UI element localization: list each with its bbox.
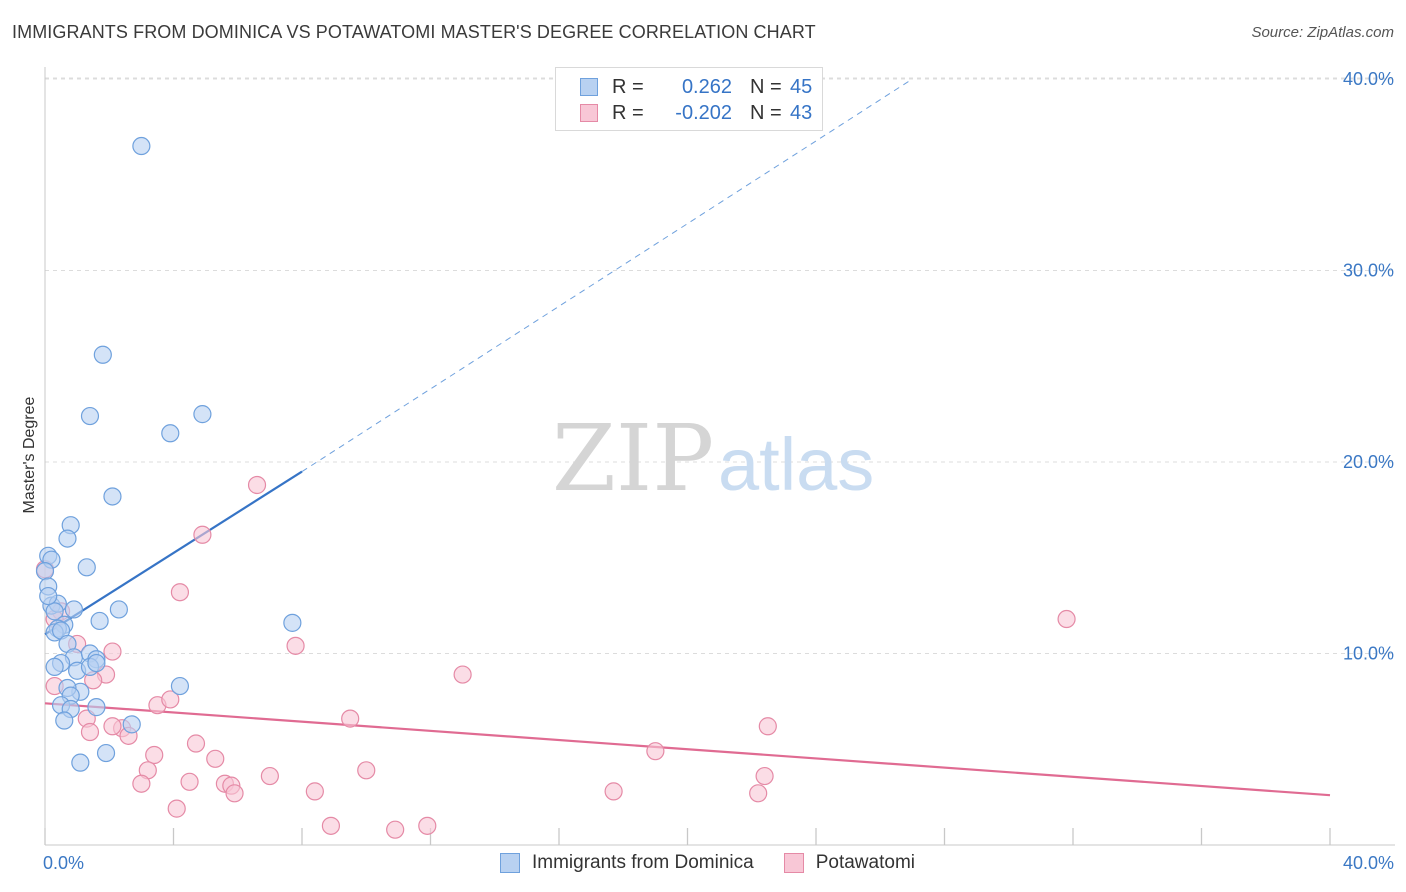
stats-legend: R = 0.262 N = 45 R = -0.202 N = 43 bbox=[555, 67, 823, 131]
y-tick-label: 20.0% bbox=[1343, 452, 1394, 472]
y-axis-label: Master's Degree bbox=[21, 396, 38, 513]
data-point-dominica bbox=[58, 529, 77, 548]
data-point-dominica bbox=[93, 345, 112, 364]
data-point-potawatomi bbox=[604, 782, 623, 801]
data-point-potawatomi bbox=[161, 690, 180, 709]
data-point-potawatomi bbox=[453, 665, 472, 684]
data-point-potawatomi bbox=[357, 761, 376, 780]
data-point-potawatomi bbox=[1057, 609, 1076, 629]
data-point-dominica bbox=[161, 424, 180, 443]
axes bbox=[44, 67, 1395, 846]
data-point-dominica bbox=[96, 743, 116, 763]
r-label: R = bbox=[612, 75, 644, 98]
data-point-potawatomi bbox=[180, 772, 199, 791]
n-value: 45 bbox=[790, 75, 813, 98]
legend-swatch-potawatomi bbox=[783, 853, 804, 873]
legend-label-potawatomi: Potawatomi bbox=[815, 852, 915, 873]
legend-swatch-potawatomi bbox=[580, 104, 598, 122]
data-point-potawatomi bbox=[321, 816, 341, 835]
chart-source: Source: ZipAtlas.com bbox=[1251, 24, 1394, 41]
legend-row-potawatomi: R = -0.202 N = 43 bbox=[580, 101, 812, 125]
data-point-potawatomi bbox=[167, 799, 186, 818]
data-point-potawatomi bbox=[186, 734, 206, 753]
r-value: -0.202 bbox=[675, 101, 732, 124]
data-point-dominica bbox=[55, 711, 74, 730]
trend-lines bbox=[44, 78, 1331, 797]
tick-labels: 10.0% 20.0% 30.0% 40.0% 0.0% 40.0% bbox=[43, 69, 1394, 873]
data-points bbox=[35, 136, 1076, 839]
r-label: R = bbox=[612, 101, 644, 124]
data-point-dominica bbox=[109, 600, 128, 619]
legend-item-potawatomi: Potawatomi bbox=[783, 852, 915, 874]
data-point-potawatomi bbox=[305, 782, 324, 801]
data-point-dominica bbox=[45, 602, 64, 621]
data-point-potawatomi bbox=[170, 583, 190, 602]
n-value: 43 bbox=[790, 101, 813, 124]
data-point-dominica bbox=[45, 657, 64, 677]
legend-item-dominica: Immigrants from Dominica bbox=[500, 852, 754, 874]
data-point-dominica bbox=[132, 136, 151, 156]
legend-row-dominica: R = 0.262 N = 45 bbox=[580, 75, 812, 99]
data-point-potawatomi bbox=[749, 784, 768, 803]
data-point-potawatomi bbox=[103, 642, 122, 661]
watermark: ZIP atlas bbox=[552, 405, 874, 512]
data-point-dominica bbox=[87, 698, 106, 717]
watermark-zip: ZIP bbox=[552, 405, 714, 512]
legend-swatch-dominica bbox=[580, 78, 598, 96]
data-point-potawatomi bbox=[286, 636, 305, 655]
grid bbox=[45, 77, 1395, 654]
data-point-dominica bbox=[283, 613, 302, 632]
data-point-potawatomi bbox=[103, 717, 122, 736]
data-point-dominica bbox=[193, 405, 212, 424]
data-point-potawatomi bbox=[418, 816, 437, 835]
data-point-dominica bbox=[122, 715, 141, 734]
data-point-potawatomi bbox=[225, 784, 244, 803]
data-point-dominica bbox=[170, 676, 190, 696]
data-point-potawatomi bbox=[247, 475, 267, 495]
data-point-dominica bbox=[90, 611, 109, 631]
legend-label-dominica: Immigrants from Dominica bbox=[532, 852, 754, 873]
x-tick-label: 40.0% bbox=[1343, 853, 1394, 873]
data-point-potawatomi bbox=[758, 717, 777, 736]
data-point-potawatomi bbox=[132, 774, 151, 793]
n-label: N = bbox=[750, 101, 782, 124]
data-point-potawatomi bbox=[206, 749, 225, 768]
data-point-potawatomi bbox=[260, 766, 279, 786]
data-point-potawatomi bbox=[80, 722, 100, 742]
watermark-atlas: atlas bbox=[718, 423, 874, 506]
trend-line-dominica bbox=[44, 470, 303, 636]
y-tick-label: 10.0% bbox=[1343, 644, 1394, 664]
data-point-potawatomi bbox=[341, 709, 360, 728]
data-point-dominica bbox=[80, 406, 100, 426]
data-point-dominica bbox=[71, 753, 90, 772]
data-point-potawatomi bbox=[193, 525, 212, 544]
data-point-dominica bbox=[39, 586, 58, 606]
data-point-potawatomi bbox=[386, 820, 405, 839]
trend-line-potawatomi bbox=[44, 702, 1331, 797]
data-point-dominica bbox=[35, 562, 55, 581]
data-point-dominica bbox=[64, 600, 84, 619]
y-tick-label: 30.0% bbox=[1343, 261, 1394, 281]
chart-title: IMMIGRANTS FROM DOMINICA VS POTAWATOMI M… bbox=[12, 22, 816, 42]
data-point-dominica bbox=[87, 653, 106, 673]
data-point-potawatomi bbox=[755, 766, 774, 786]
data-point-dominica bbox=[103, 487, 122, 506]
series-legend: Immigrants from Dominica Potawatomi bbox=[500, 852, 945, 874]
y-tick-label: 40.0% bbox=[1343, 69, 1394, 89]
data-point-potawatomi bbox=[145, 745, 164, 765]
data-point-dominica bbox=[77, 558, 96, 577]
r-value: 0.262 bbox=[681, 75, 732, 98]
n-label: N = bbox=[750, 75, 782, 98]
data-point-potawatomi bbox=[646, 742, 665, 761]
legend-swatch-dominica bbox=[500, 853, 520, 873]
x-tick-label: 0.0% bbox=[43, 853, 84, 873]
